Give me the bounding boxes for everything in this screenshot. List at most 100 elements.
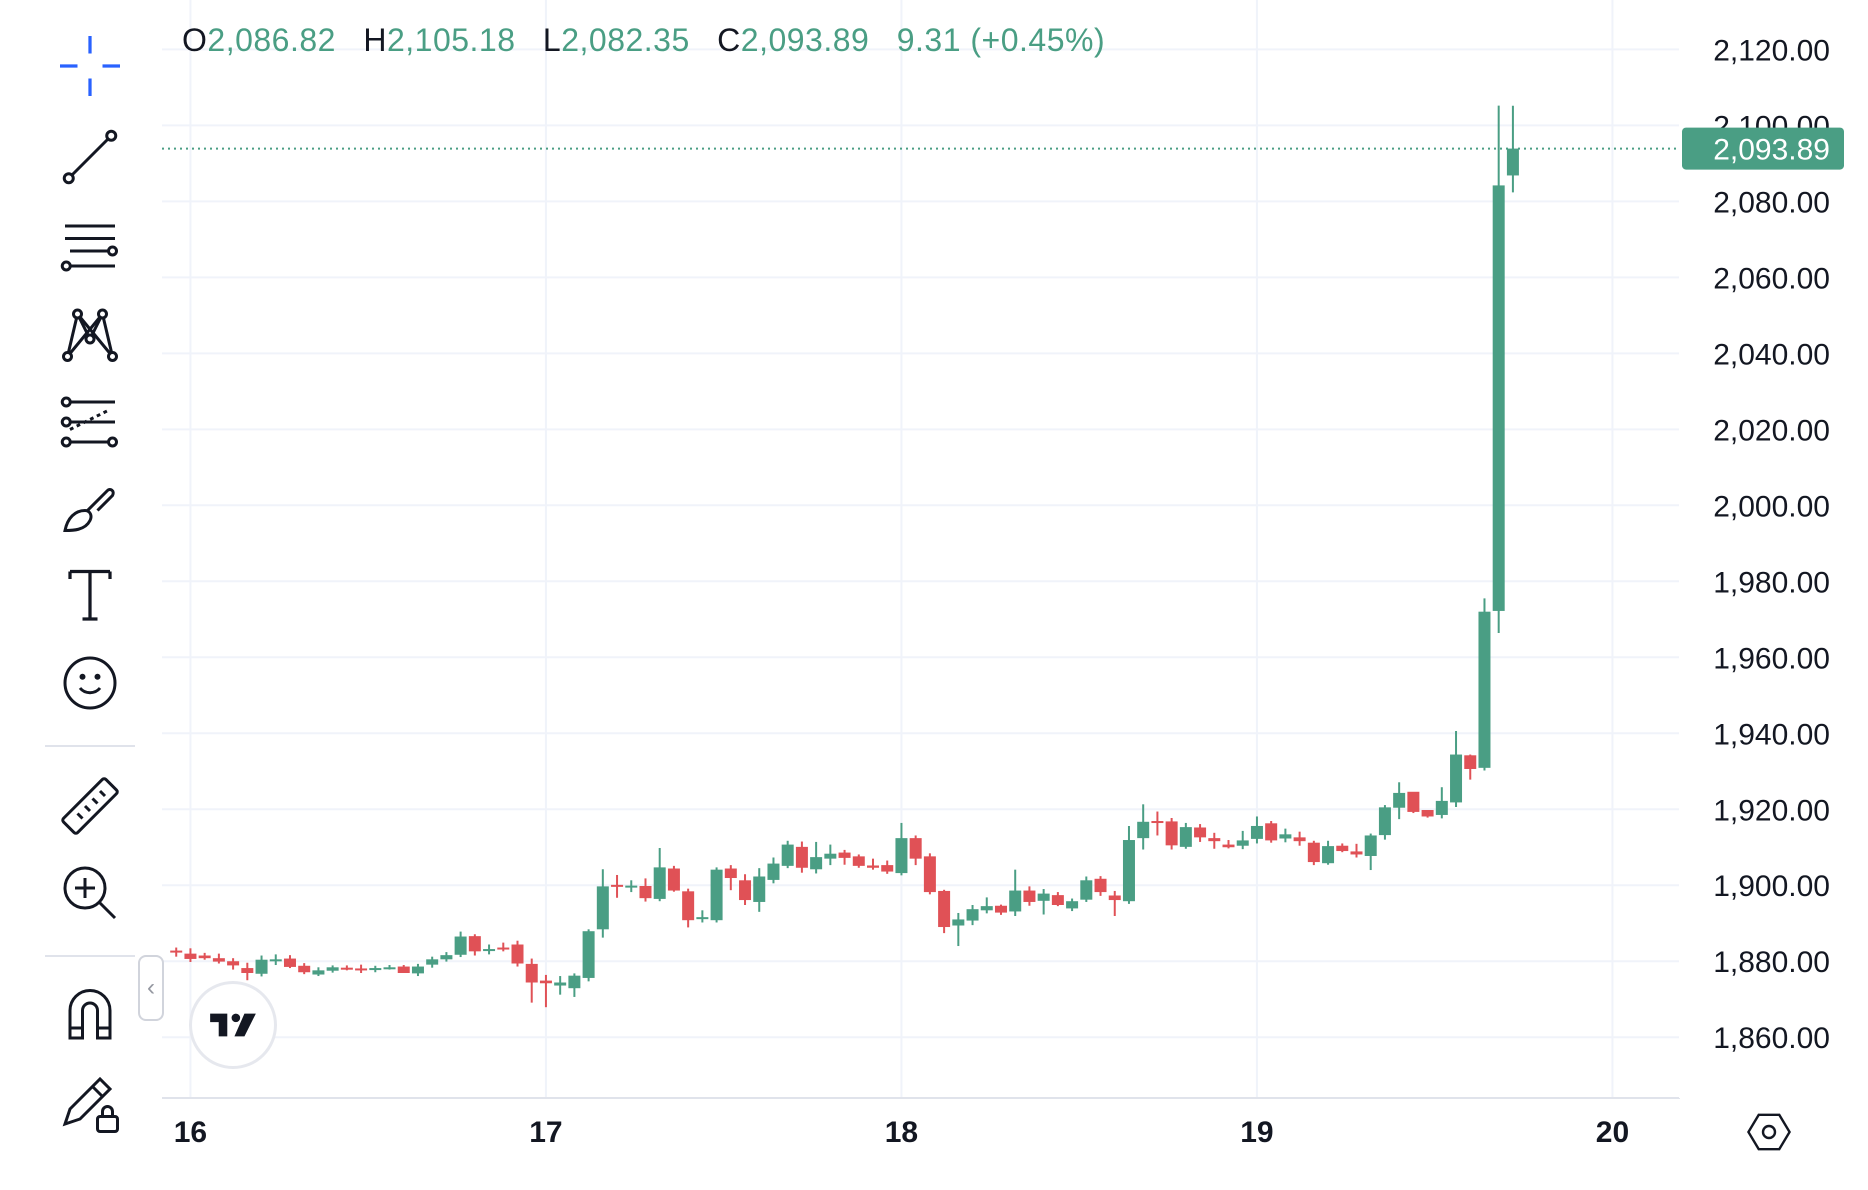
price-tick-label: 1,940.00	[1713, 718, 1830, 751]
candle-body	[682, 891, 695, 921]
candle	[653, 848, 666, 902]
lock-drawings-icon[interactable]	[45, 1064, 135, 1144]
candle-body	[1222, 844, 1235, 848]
projection-icon[interactable]	[45, 382, 135, 462]
candle-body	[1307, 842, 1320, 863]
candle	[724, 865, 737, 891]
candle-body	[468, 936, 481, 952]
last-price-tag-label: 2,093.89	[1713, 134, 1830, 167]
trend-line-icon[interactable]	[45, 117, 135, 197]
candle	[1435, 787, 1448, 819]
candle	[625, 880, 638, 893]
candle-body	[1023, 890, 1036, 902]
candle-body	[1421, 810, 1434, 817]
magnet-icon[interactable]	[45, 973, 135, 1053]
candle	[1393, 782, 1406, 820]
pattern-icon[interactable]	[45, 294, 135, 374]
candle-body	[810, 857, 823, 870]
candle-body	[1378, 807, 1391, 836]
price-tick-label: 1,980.00	[1713, 566, 1830, 599]
last-price-tag: 2,093.89	[1682, 127, 1844, 170]
price-axis[interactable]: 2,120.002,100.002,080.002,060.002,040.00…	[1682, 34, 1844, 1055]
candle	[980, 897, 993, 914]
ruler-icon[interactable]	[45, 766, 135, 846]
candle	[810, 841, 823, 874]
candle-body	[596, 886, 609, 930]
chart-grid	[162, 0, 1681, 1099]
collapse-toolbar-button[interactable]: ‹	[138, 955, 164, 1021]
candle	[795, 841, 808, 873]
candle-body	[710, 869, 723, 921]
candle	[611, 874, 624, 898]
candle	[1250, 816, 1263, 844]
zoom-in-icon[interactable]	[45, 853, 135, 933]
brush-icon[interactable]	[45, 468, 135, 548]
candle	[739, 874, 752, 905]
candle-body	[340, 967, 353, 970]
candle	[852, 854, 865, 868]
candle-body	[312, 970, 325, 975]
crosshair-icon[interactable]	[45, 26, 135, 106]
candle	[1094, 876, 1107, 896]
candle-body	[994, 905, 1007, 913]
toolbar-separator	[45, 745, 135, 747]
candle	[1450, 730, 1463, 807]
candle-body	[255, 959, 268, 974]
candle-body	[582, 931, 595, 978]
price-tick-label: 2,120.00	[1713, 34, 1830, 67]
candle-body	[241, 968, 254, 974]
candle	[895, 822, 908, 876]
candle	[1322, 840, 1335, 865]
candle	[923, 853, 936, 895]
candle	[539, 974, 552, 1008]
candle	[1009, 869, 1022, 917]
candle	[682, 888, 695, 928]
candle	[355, 964, 368, 974]
time-tick-label: 16	[174, 1116, 207, 1149]
candle-body	[454, 936, 467, 955]
tradingview-logo[interactable]	[192, 984, 274, 1066]
candlestick-series	[170, 105, 1519, 1008]
time-axis[interactable]: 16 17 18 19 20	[174, 1116, 1629, 1149]
candle	[952, 912, 965, 947]
candle-body	[639, 885, 652, 899]
candle-body	[781, 844, 794, 866]
emoji-icon[interactable]	[45, 643, 135, 723]
candle	[1421, 810, 1434, 818]
text-icon[interactable]	[45, 554, 135, 634]
candle-body	[283, 958, 296, 967]
candle-body	[554, 982, 567, 986]
candle-body	[852, 856, 865, 866]
candle	[1279, 828, 1292, 843]
candle	[639, 878, 652, 902]
candle-body	[895, 838, 908, 874]
candle	[212, 953, 225, 964]
settings-icon[interactable]	[1745, 1108, 1793, 1156]
candle-body	[511, 944, 524, 964]
candle	[1222, 840, 1235, 849]
candle-body	[383, 967, 396, 970]
candle	[298, 963, 311, 975]
candle-body	[1464, 755, 1477, 769]
low-label: L	[542, 22, 562, 58]
candle-body	[952, 919, 965, 926]
candle-body	[653, 867, 666, 899]
candle-body	[739, 880, 752, 901]
candle-body	[298, 965, 311, 973]
candle-body	[1051, 895, 1064, 905]
candle-body	[184, 953, 197, 959]
price-tick-label: 1,880.00	[1713, 946, 1830, 979]
candle	[1336, 843, 1349, 853]
candle	[440, 952, 453, 962]
candle-body	[1250, 825, 1263, 839]
candle	[710, 867, 723, 923]
candle	[938, 889, 951, 934]
candle	[170, 947, 183, 957]
time-tick-label: 17	[529, 1116, 562, 1149]
candle-body	[1194, 827, 1207, 838]
close-label: C	[717, 22, 741, 58]
fib-retracement-icon[interactable]	[45, 206, 135, 286]
candle-body	[1009, 890, 1022, 912]
candle	[1492, 105, 1505, 633]
